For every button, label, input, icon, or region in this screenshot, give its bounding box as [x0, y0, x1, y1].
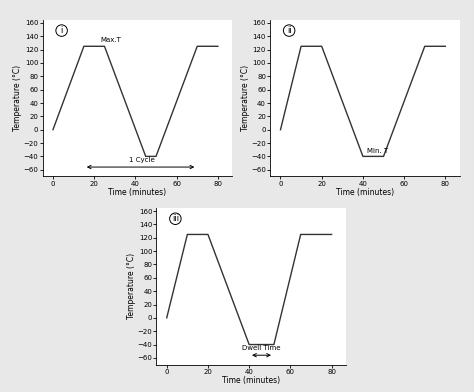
X-axis label: Time (minutes): Time (minutes) [222, 376, 280, 385]
Text: 1 Cycle: 1 Cycle [129, 157, 155, 163]
Y-axis label: Temperature (°C): Temperature (°C) [127, 253, 136, 319]
Text: Dwell Time: Dwell Time [242, 345, 281, 351]
Y-axis label: Temperature (°C): Temperature (°C) [241, 65, 250, 131]
Text: Min. T: Min. T [367, 148, 388, 154]
Y-axis label: Temperature (°C): Temperature (°C) [13, 65, 22, 131]
Text: i: i [60, 26, 63, 35]
Text: iii: iii [172, 214, 179, 223]
X-axis label: Time (minutes): Time (minutes) [109, 188, 166, 197]
Text: Max.T: Max.T [100, 37, 121, 43]
Text: ii: ii [287, 26, 292, 35]
X-axis label: Time (minutes): Time (minutes) [336, 188, 394, 197]
